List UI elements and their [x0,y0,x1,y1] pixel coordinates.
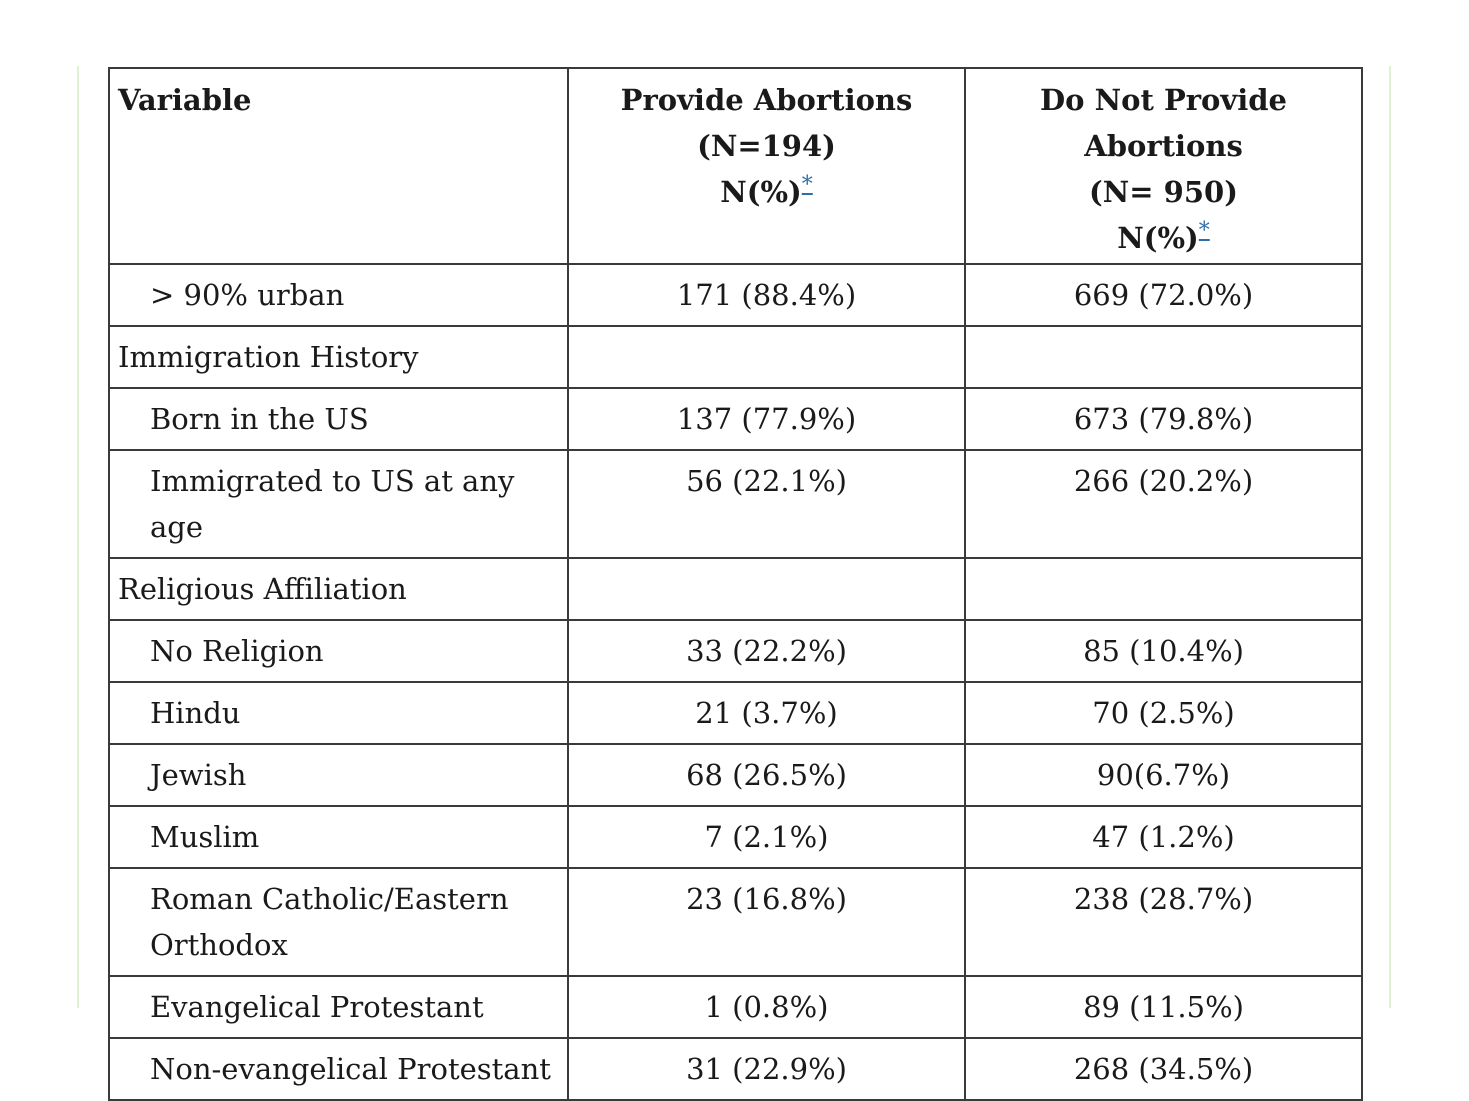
header-provide-unit-line: N(%)* [577,169,956,215]
provide-value-cell: 7 (2.1%) [567,805,966,869]
variable-cell: > 90% urban [108,263,569,327]
not-provide-value-cell: 90(6.7%) [964,743,1363,807]
provide-value-cell: 137 (77.9%) [567,387,966,451]
not-provide-value-cell: 85 (10.4%) [964,619,1363,683]
variable-cell: Immigrated to US at any age [108,449,569,559]
provide-value-cell: 68 (26.5%) [567,743,966,807]
provide-value-cell: 23 (16.8%) [567,867,966,977]
not-provide-value-cell [964,325,1363,389]
header-not-provide-count: (N= 950) [1089,175,1238,209]
table-row: Muslim 7 (2.1%) 47 (1.2%) [108,805,1363,869]
table-row: Immigrated to US at any age 56 (22.1%) 266… [108,449,1363,559]
header-not-provide-unit: N(%) [1117,221,1199,255]
not-provide-value-cell: 268 (34.5%) [964,1037,1363,1101]
header-do-not-provide-abortions: Do Not Provide Abortions (N= 950) N(%)* [964,67,1363,265]
table-row: Religious Affiliation [108,557,1363,621]
table-header: Variable Provide Abortions (N=194) N(%)*… [108,67,1363,265]
provide-value-cell [567,325,966,389]
header-provide-abortions: Provide Abortions (N=194) N(%)* [567,67,966,265]
provide-value-cell: 33 (22.2%) [567,619,966,683]
header-not-provide-title: Do Not Provide Abortions [1040,83,1287,163]
not-provide-value-cell: 70 (2.5%) [964,681,1363,745]
not-provide-value-cell: 266 (20.2%) [964,449,1363,559]
not-provide-value-cell: 669 (72.0%) [964,263,1363,327]
table-body: > 90% urban 171 (88.4%) 669 (72.0%) Immigra… [108,263,1363,1101]
not-provide-value-cell: 89 (11.5%) [964,975,1363,1039]
variable-cell: Jewish [108,743,569,807]
not-provide-value-cell: 238 (28.7%) [964,867,1363,977]
table-row: Roman Catholic/Eastern Orthodox 23 (16.8%… [108,867,1363,977]
section-heading-cell: Religious Affiliation [108,557,569,621]
table-row: > 90% urban 171 (88.4%) 669 (72.0%) [108,263,1363,327]
table-row: Jewish 68 (26.5%) 90(6.7%) [108,743,1363,807]
variable-cell: Hindu [108,681,569,745]
content-frame-left-border [77,66,79,1008]
provide-value-cell: 1 (0.8%) [567,975,966,1039]
header-provide-unit: N(%) [720,175,802,209]
content-frame-right-border [1389,66,1391,1008]
variable-cell: Roman Catholic/Eastern Orthodox [108,867,569,977]
header-provide-title: Provide Abortions [620,83,913,117]
header-variable-title: Variable [118,83,252,117]
variable-cell: Muslim [108,805,569,869]
variable-cell: Evangelical Protestant [108,975,569,1039]
header-provide-count: (N=194) [697,129,836,163]
not-provide-value-cell [964,557,1363,621]
provide-value-cell [567,557,966,621]
header-row: Variable Provide Abortions (N=194) N(%)*… [108,67,1363,265]
variable-cell: Non-evangelical Protestant [108,1037,569,1101]
table-row: Evangelical Protestant 1 (0.8%) 89 (11.5%) [108,975,1363,1039]
not-provide-value-cell: 673 (79.8%) [964,387,1363,451]
header-not-provide-unit-line: N(%)* [974,215,1353,261]
section-heading-cell: Immigration History [108,325,569,389]
footnote-link[interactable]: * [801,172,813,198]
provide-value-cell: 171 (88.4%) [567,263,966,327]
table-row: No Religion 33 (22.2%) 85 (10.4%) [108,619,1363,683]
table-row: Born in the US 137 (77.9%) 673 (79.8%) [108,387,1363,451]
provide-value-cell: 56 (22.1%) [567,449,966,559]
provide-value-cell: 31 (22.9%) [567,1037,966,1101]
table-row: Immigration History [108,325,1363,389]
table-row: Hindu 21 (3.7%) 70 (2.5%) [108,681,1363,745]
table-row: Non-evangelical Protestant 31 (22.9%) 268 … [108,1037,1363,1101]
data-table: Variable Provide Abortions (N=194) N(%)*… [108,67,1363,1101]
variable-cell: Born in the US [108,387,569,451]
header-variable: Variable [108,67,569,265]
not-provide-value-cell: 47 (1.2%) [964,805,1363,869]
provide-value-cell: 21 (3.7%) [567,681,966,745]
footnote-link[interactable]: * [1198,218,1210,244]
variable-cell: No Religion [108,619,569,683]
